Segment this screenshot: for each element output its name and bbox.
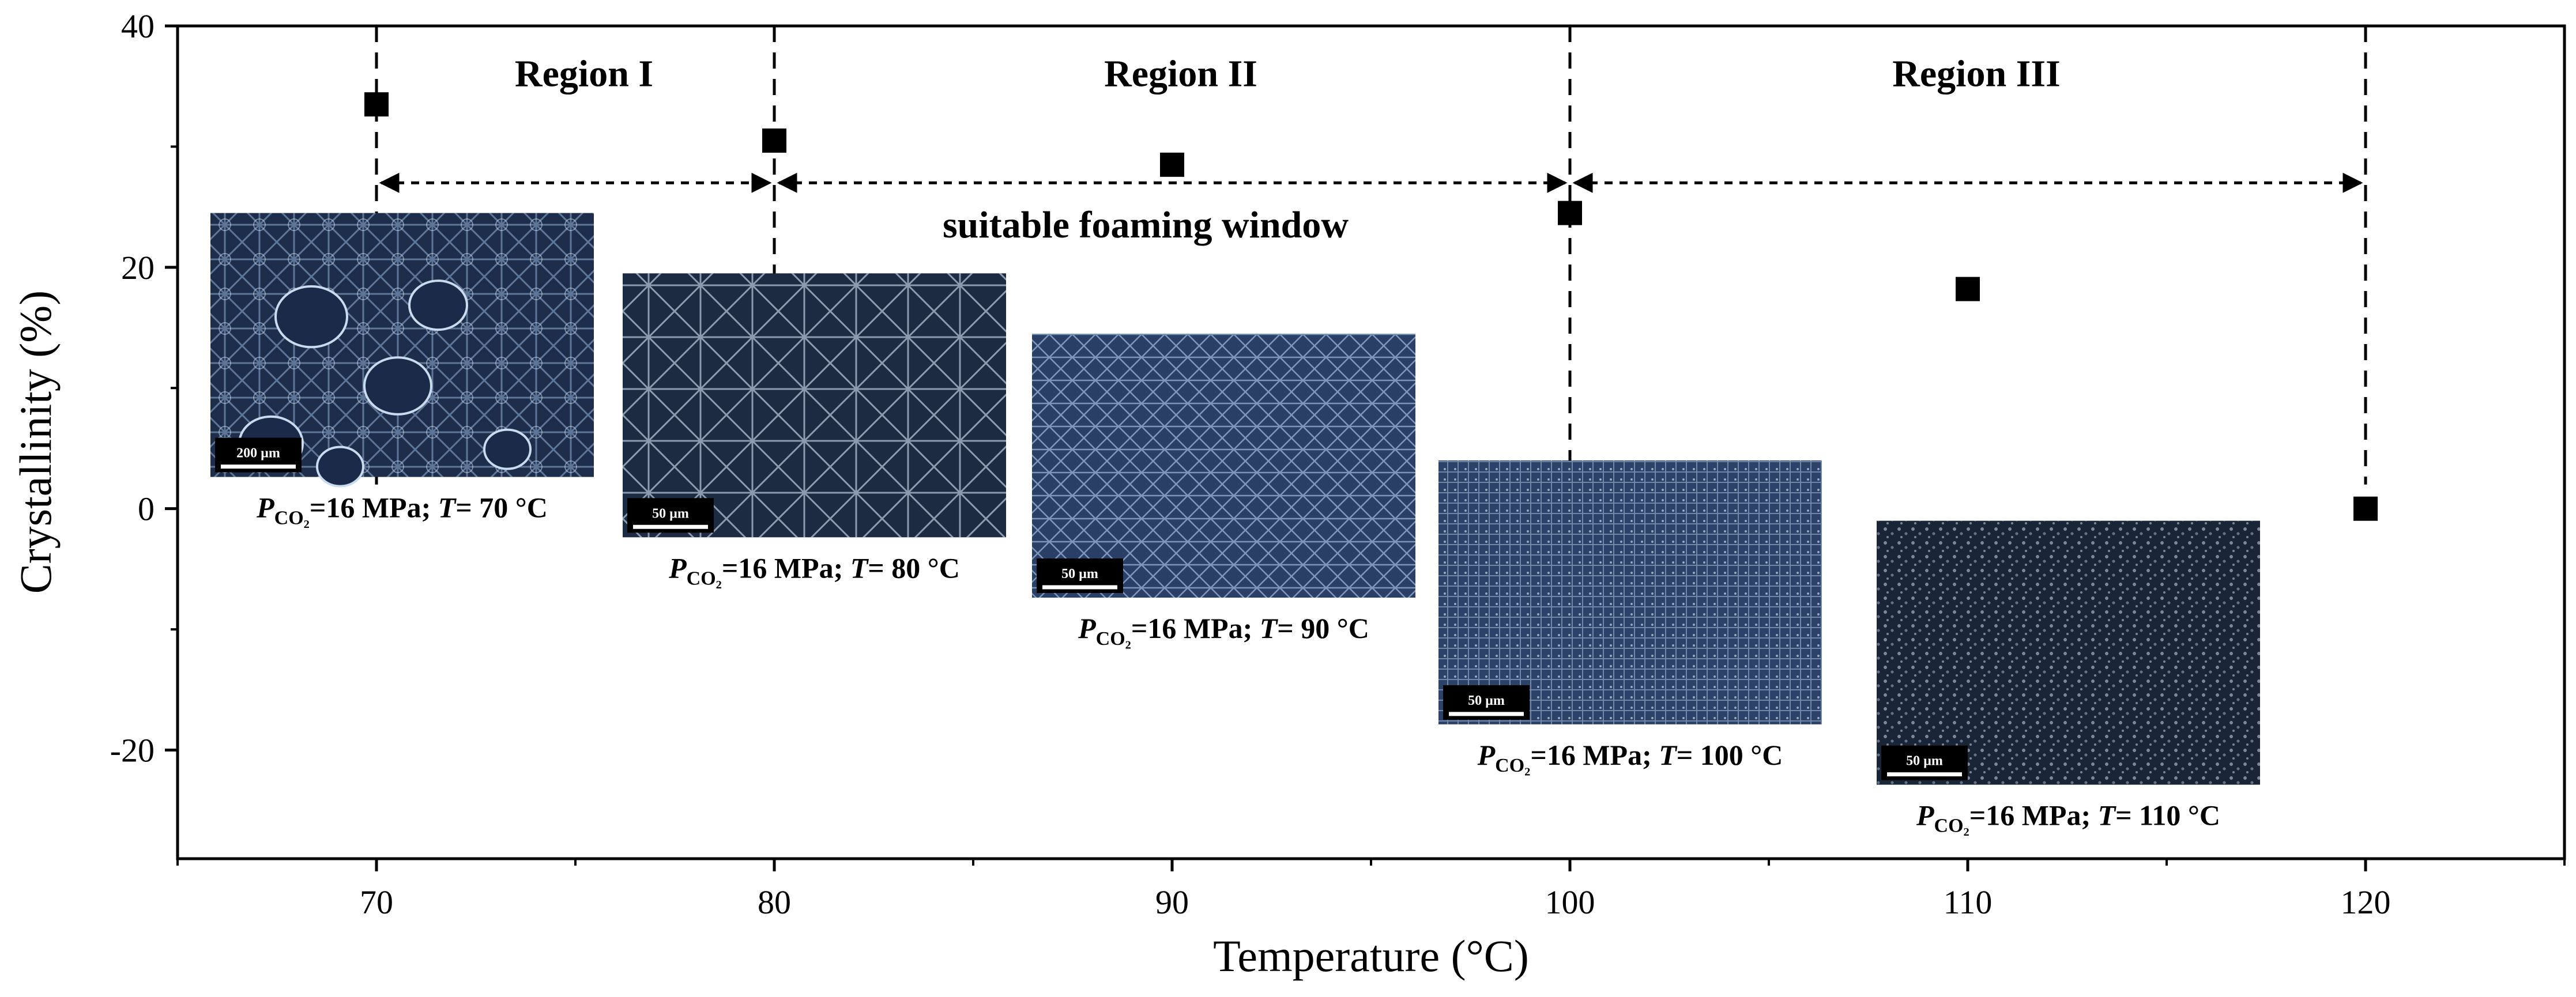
x-tick-label: 100 — [1545, 883, 1595, 921]
y-tick-label: 40 — [121, 7, 155, 45]
scale-bar-label: 50 µm — [1906, 754, 1943, 769]
micrograph-domain — [363, 356, 432, 416]
micrograph-domain — [483, 428, 532, 470]
scale-bar: 200 µm — [215, 437, 302, 473]
y-axis: 40 20 0 -20 — [110, 7, 178, 769]
scale-bar-label: 50 µm — [1061, 567, 1098, 581]
data-point — [1558, 201, 1582, 225]
window-label: suitable foaming window — [943, 204, 1349, 246]
data-point — [2353, 496, 2378, 521]
region-label: Region I — [515, 53, 653, 95]
y-tick-label: -20 — [110, 732, 155, 769]
micrograph-caption: PCO₂=16 MPa; T= 110 °C — [1916, 799, 2220, 837]
y-tick-label: 20 — [121, 249, 155, 286]
micrograph-panel: 50 µm PCO₂=16 MPa; T= 110 °C — [1877, 520, 2260, 837]
micrograph-panel: 50 µm PCO₂=16 MPa; T= 90 °C — [1032, 334, 1415, 649]
data-point — [762, 128, 786, 153]
scale-bar: 50 µm — [1443, 685, 1530, 720]
region-label: Region III — [1892, 53, 2061, 95]
micrograph-caption: PCO₂=16 MPa; T= 100 °C — [1477, 739, 1783, 776]
micrograph-caption: PCO₂=16 MPa; T= 70 °C — [256, 492, 548, 529]
micrograph-caption: PCO₂=16 MPa; T= 80 °C — [668, 552, 960, 589]
x-tick-label: 80 — [758, 883, 791, 921]
x-tick-label: 70 — [360, 883, 393, 921]
micrograph-caption: PCO₂=16 MPa; T= 90 °C — [1078, 612, 1369, 649]
micrograph-domain — [408, 280, 468, 331]
x-tick-label: 120 — [2341, 883, 2391, 921]
scale-bar: 50 µm — [1881, 745, 1968, 780]
micrograph-texture — [1877, 520, 2260, 785]
data-point — [1956, 277, 1980, 301]
micrograph-panel: 200 µm PCO₂=16 MPa; T= 70 °C — [210, 213, 594, 529]
region-label: Region II — [1104, 53, 1257, 95]
scale-bar: 50 µm — [627, 498, 714, 533]
data-point — [1160, 152, 1184, 177]
micrograph-domain — [316, 445, 364, 488]
micrograph-panel: 50 µm PCO₂=16 MPa; T= 80 °C — [623, 273, 1006, 589]
micrograph-texture — [1032, 334, 1415, 598]
region-labels: Region I Region II Region III — [515, 53, 2061, 95]
x-axis-title: Temperature (°C) — [1213, 931, 1529, 981]
micrograph-texture — [1438, 460, 1822, 724]
y-tick-label: 0 — [138, 490, 155, 528]
micrograph-texture — [623, 273, 1006, 538]
micrograph-domain — [274, 285, 348, 349]
x-axis: 70 80 90 100 110 120 — [176, 859, 2566, 921]
scale-bar-label: 50 µm — [652, 506, 689, 521]
data-point — [364, 92, 389, 117]
micrograph-panels: 200 µm PCO₂=16 MPa; T= 70 °C 50 µm PCO₂=16 … — [210, 213, 2260, 837]
scale-bar-label: 200 µm — [236, 446, 280, 461]
data-points — [364, 92, 2378, 521]
x-tick-label: 110 — [1944, 883, 1993, 921]
scale-bar: 50 µm — [1037, 558, 1123, 594]
micrograph-panel: 50 µm PCO₂=16 MPa; T= 100 °C — [1438, 460, 1822, 776]
scale-bar-label: 50 µm — [1468, 693, 1505, 708]
y-axis-title: Crystallinity (%) — [10, 290, 61, 594]
x-tick-label: 90 — [1155, 883, 1189, 921]
